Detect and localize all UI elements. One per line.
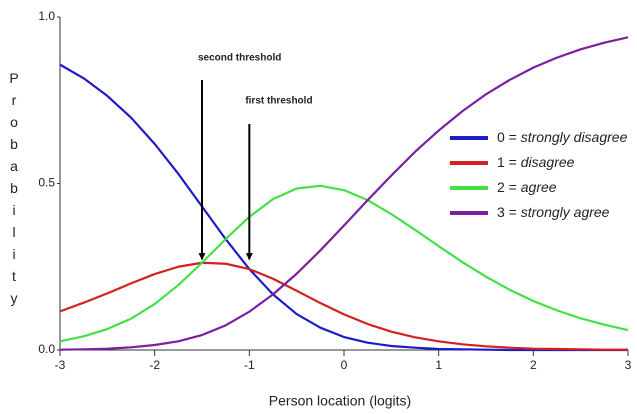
- y-tick-label: 0.5: [38, 176, 55, 190]
- x-axis-label: Person location (logits): [269, 393, 411, 409]
- x-tick-label: -3: [55, 358, 66, 372]
- y-axis-label: Probability: [6, 70, 22, 312]
- x-tick-label: 3: [625, 358, 632, 372]
- curve: [59, 184, 629, 343]
- legend-label: 3 = strongly agree: [497, 204, 610, 220]
- legend-label: 0 = strongly disagree: [497, 129, 628, 145]
- x-tick-label: 1: [435, 358, 442, 372]
- x-tick-label: -1: [244, 358, 255, 372]
- y-tick-label: 1.0: [38, 9, 55, 23]
- curve: [59, 36, 629, 351]
- curve: [59, 63, 628, 352]
- annotation: second threshold: [198, 53, 281, 64]
- x-tick-label: 2: [530, 358, 537, 372]
- curve: [59, 261, 628, 351]
- legend-label: 1 = disagree: [497, 154, 575, 170]
- x-tick-label: 0: [341, 358, 348, 372]
- legend-label: 2 = agree: [497, 179, 557, 195]
- annotation: first threshold: [245, 96, 312, 107]
- y-tick-label: 0.0: [38, 342, 55, 356]
- x-tick-label: -2: [149, 358, 160, 372]
